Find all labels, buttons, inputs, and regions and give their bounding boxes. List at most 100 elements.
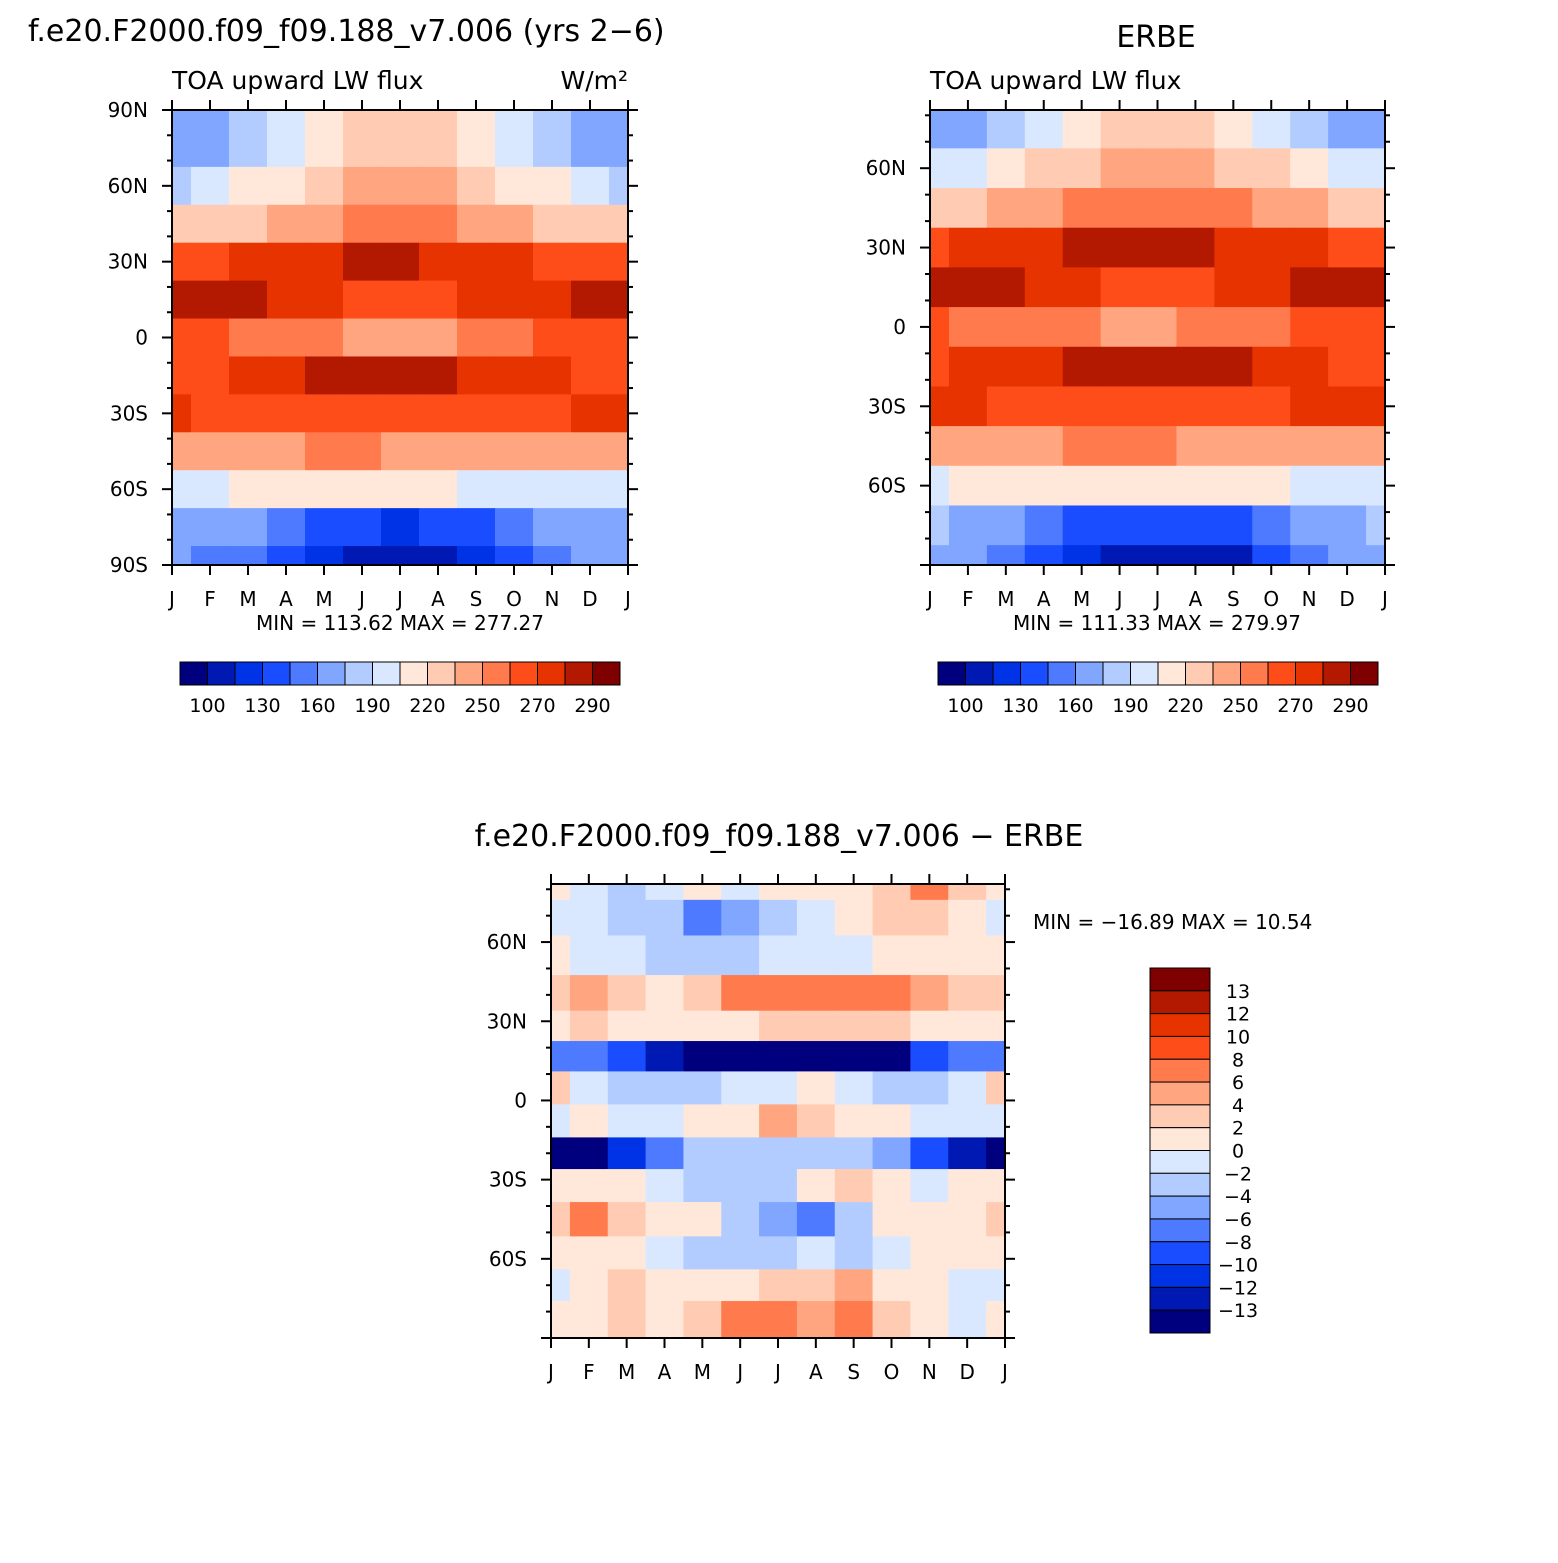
heatmap-cell: [1062, 148, 1102, 189]
heatmap-cell: [683, 1010, 722, 1042]
heatmap-cell: [683, 884, 722, 901]
heatmap-cell: [721, 1041, 760, 1072]
colorbar-label: 160: [299, 695, 335, 717]
heatmap-cell: [721, 1137, 760, 1170]
heatmap-cell: [834, 1041, 874, 1072]
heatmap-cell: [267, 394, 306, 433]
heatmap-cell: [948, 1269, 987, 1302]
x-tick-label: A: [279, 587, 293, 611]
heatmap-cell: [1290, 505, 1329, 546]
heatmap-cell: [1366, 267, 1386, 308]
heatmap-cell: [609, 432, 629, 471]
heatmap-cell: [419, 318, 458, 358]
colorbar-box: [1267, 661, 1296, 686]
heatmap-cell: [381, 242, 420, 282]
heatmap-cell: [495, 318, 534, 358]
heatmap-cell: [930, 267, 950, 308]
colorbar-box: [1322, 661, 1351, 686]
heatmap-cell: [1290, 188, 1329, 229]
heatmap-cell: [948, 386, 988, 427]
heatmap-cell: [305, 318, 344, 358]
heatmap-cell: [1366, 545, 1386, 566]
heatmap-cell: [571, 280, 610, 320]
heatmap-cell: [721, 1301, 760, 1339]
heatmap-cell: [571, 356, 610, 395]
heatmap-cell: [759, 1236, 798, 1270]
heatmap-cell: [872, 1301, 912, 1339]
heatmap-cell: [1366, 465, 1386, 507]
colorbar-box: [1149, 1081, 1211, 1106]
heatmap-cell: [1024, 426, 1064, 467]
heatmap-cell: [343, 242, 382, 282]
heatmap-cell: [419, 470, 458, 509]
heatmap-cell: [1062, 110, 1102, 149]
colorbar-label: −6: [1224, 1209, 1252, 1231]
heatmap-cell: [305, 280, 344, 320]
heatmap-cell: [986, 545, 1026, 566]
heatmap-cell: [1290, 386, 1329, 427]
heatmap-cell: [1100, 346, 1140, 388]
heatmap-cell: [986, 1169, 1006, 1203]
colorbar-box: [1149, 1241, 1211, 1266]
heatmap-cell: [872, 1236, 912, 1270]
x-tick-label: A: [1037, 587, 1051, 611]
heatmap-cell: [930, 227, 950, 268]
heatmap-cell: [457, 204, 496, 244]
heatmap-cell: [759, 1137, 798, 1170]
heatmap-cell: [759, 1041, 798, 1072]
heatmap-cell: [191, 432, 230, 471]
heatmap-cell: [948, 1202, 987, 1237]
heatmap-cell: [229, 242, 268, 282]
colorbar-label: 8: [1232, 1049, 1244, 1071]
heatmap-cell: [191, 356, 230, 395]
heatmap-cell: [948, 545, 988, 566]
heatmap-cell: [796, 884, 836, 901]
colorbar-box: [1149, 1150, 1211, 1174]
heatmap-cell: [1100, 426, 1140, 467]
heatmap-cell: [551, 1041, 571, 1072]
heatmap-cell: [571, 204, 610, 244]
heatmap-cell: [267, 242, 306, 282]
heatmap-cell: [721, 1010, 760, 1042]
colorbar-box: [1149, 1035, 1211, 1060]
x-tick-label: M: [997, 587, 1014, 611]
heatmap-cell: [229, 280, 268, 320]
heatmap-cell: [191, 204, 230, 244]
colorbar-box: [234, 661, 263, 686]
heatmap-cell: [1252, 346, 1291, 388]
heatmap-cell: [1328, 148, 1367, 189]
heatmap-cell: [948, 935, 987, 976]
heatmap-cell: [1024, 148, 1064, 189]
heatmap-cell: [986, 1301, 1006, 1339]
heatmap-cell: [533, 110, 572, 168]
colorbar-box: [509, 661, 538, 686]
heatmap-cell: [419, 508, 458, 547]
colorbar-box: [1295, 661, 1324, 686]
heatmap-cell: [872, 884, 912, 901]
heatmap-cell: [1100, 110, 1140, 149]
colorbar-label: 250: [1222, 695, 1258, 717]
colorbar-label: 190: [354, 695, 390, 717]
heatmap-cell: [796, 899, 836, 937]
heatmap-cell: [1176, 148, 1215, 189]
heatmap-cell: [533, 204, 572, 244]
heatmap-cell: [607, 1202, 647, 1237]
heatmap-cell: [607, 1269, 647, 1302]
heatmap-cell: [607, 1137, 647, 1170]
heatmap-cell: [645, 899, 685, 937]
colorbar-label: 4: [1232, 1095, 1244, 1117]
heatmap-cell: [191, 110, 230, 168]
heatmap-cell: [495, 166, 534, 206]
heatmap-cell: [1100, 465, 1140, 507]
heatmap-cell: [457, 318, 496, 358]
heatmap-cell: [645, 1137, 685, 1170]
heatmap-cell: [1328, 307, 1367, 348]
heatmap-cell: [1214, 505, 1253, 546]
heatmap-cell: [495, 110, 534, 168]
x-tick-label: S: [470, 587, 483, 611]
heatmap-cell: [948, 899, 987, 937]
heatmap-cell: [1214, 545, 1253, 566]
heatmap-cell: [343, 280, 382, 320]
heatmap-cell: [986, 110, 1026, 149]
heatmap-cell: [1024, 188, 1064, 229]
